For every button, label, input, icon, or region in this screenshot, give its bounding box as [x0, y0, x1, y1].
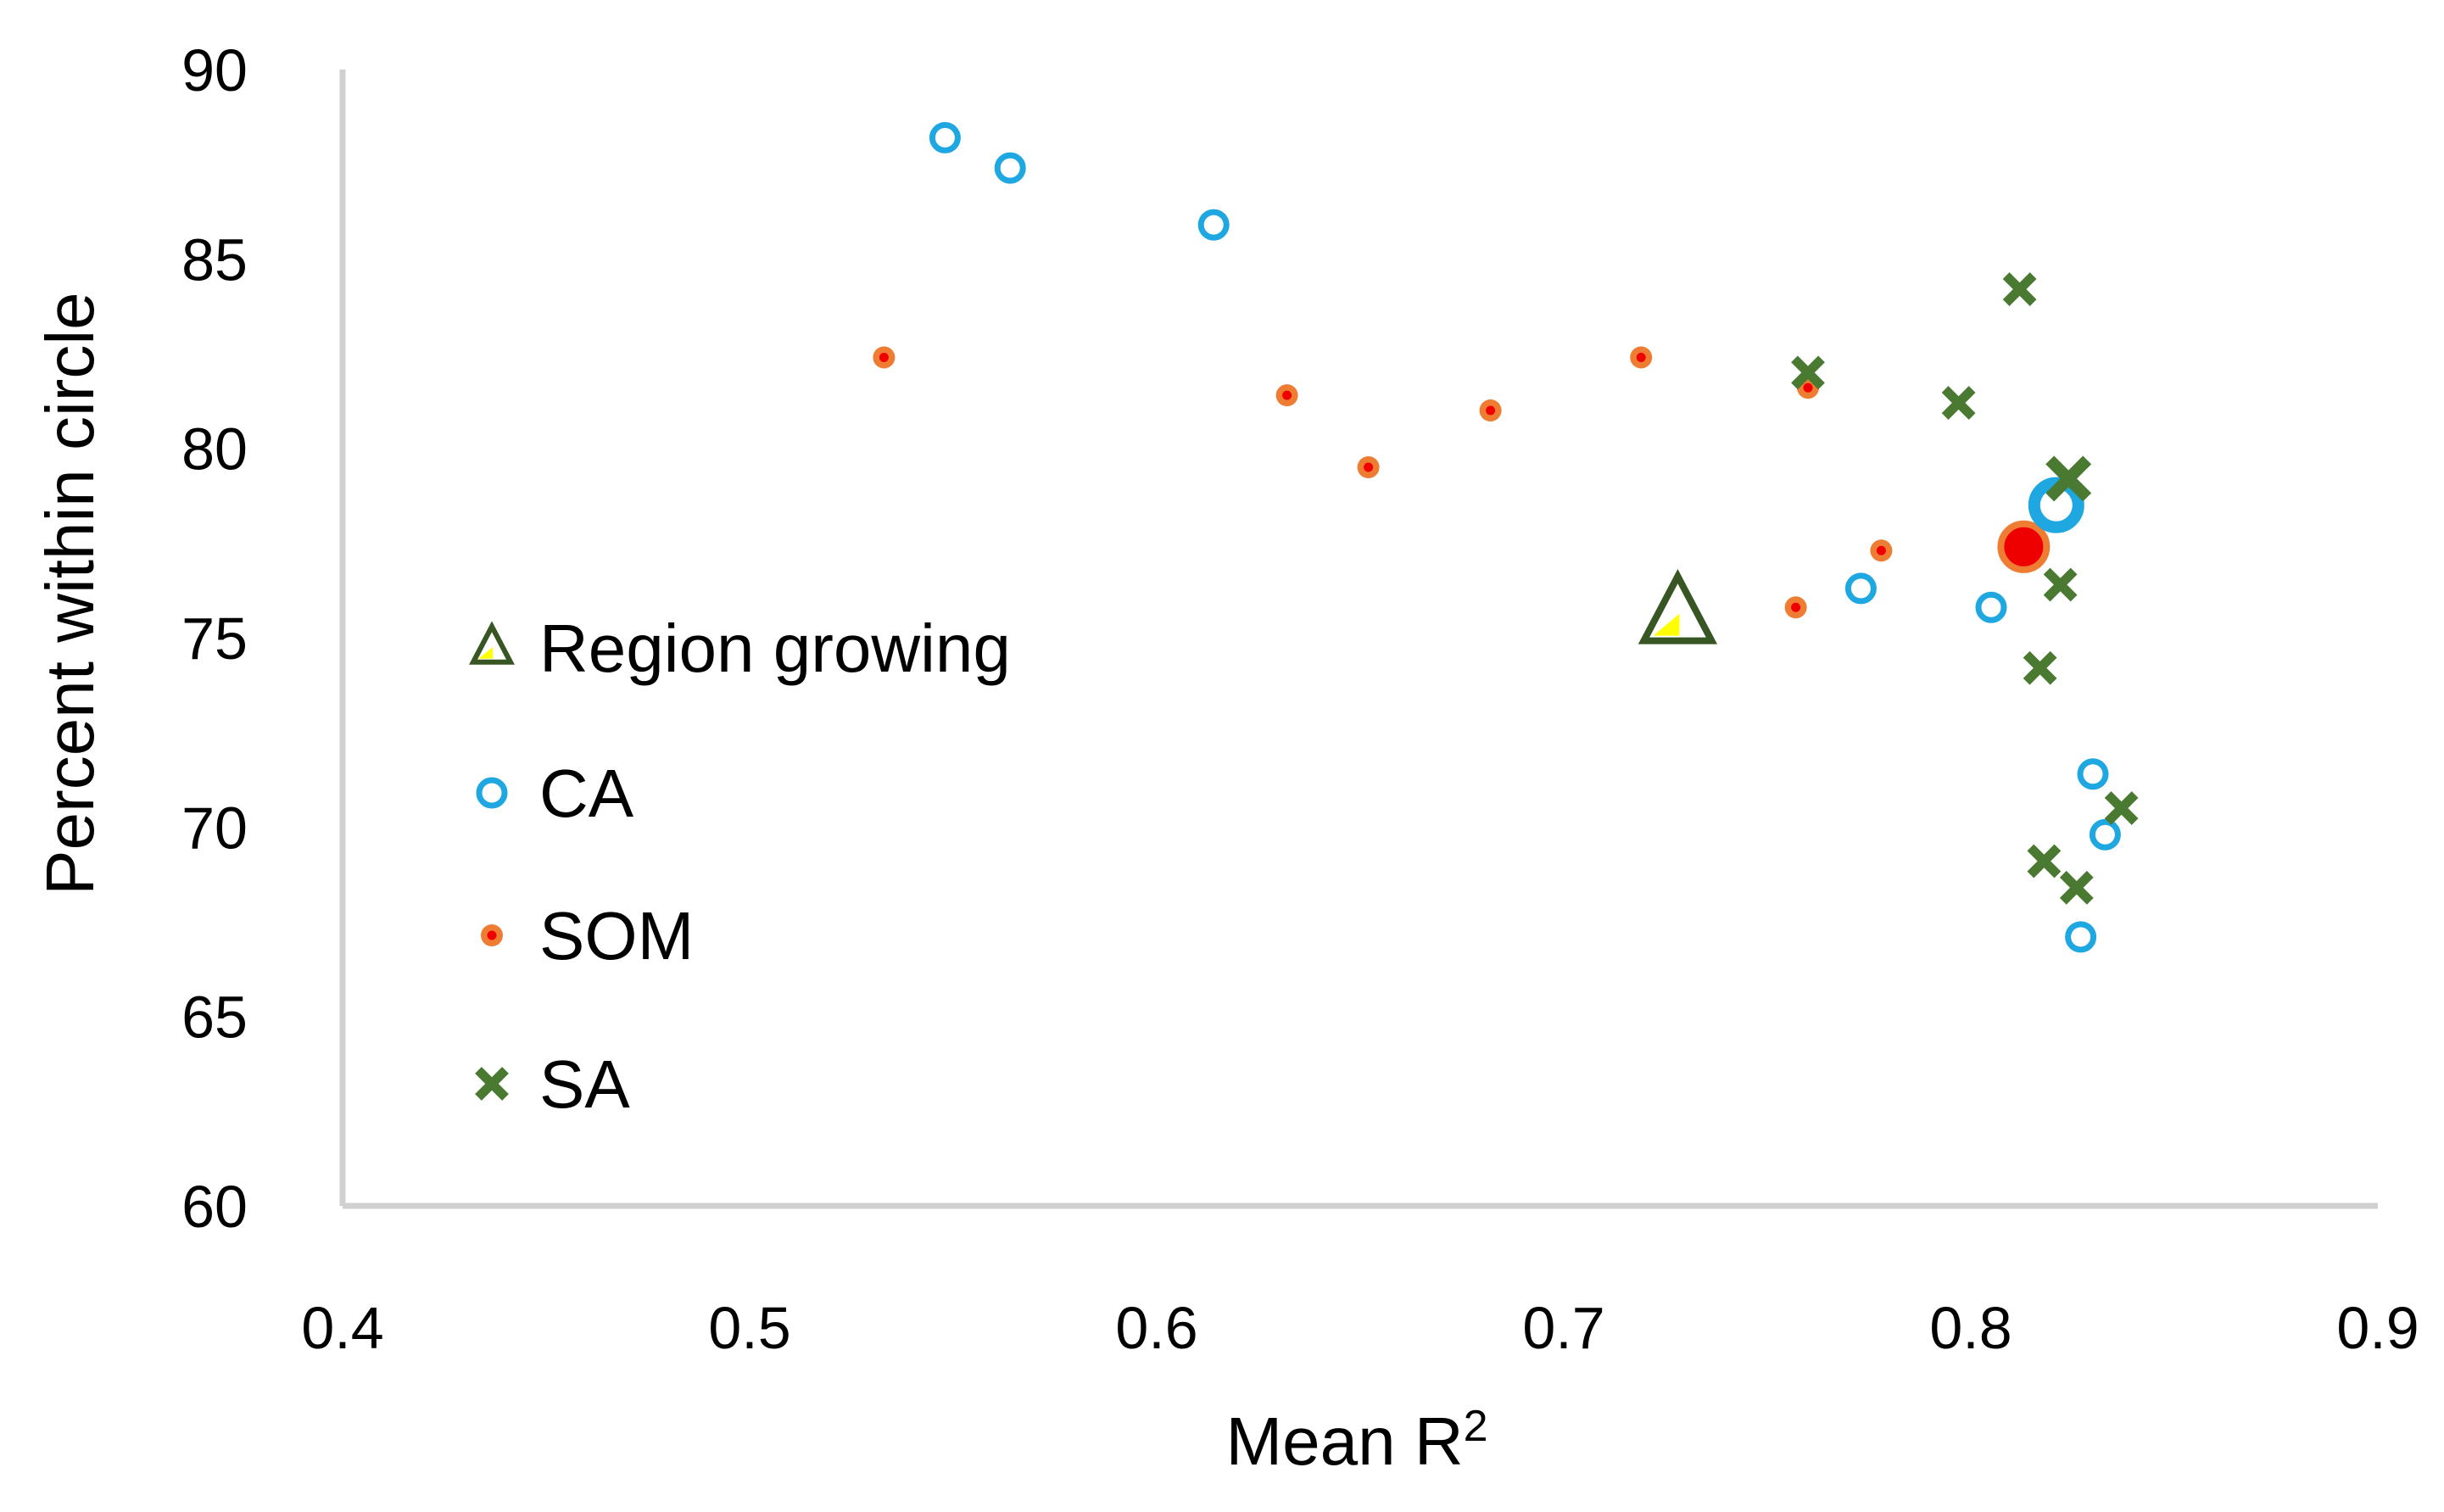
y-axis-title: Percent within circle — [32, 292, 108, 895]
legend-marker-region-growing — [469, 621, 515, 665]
som-marker-core — [1486, 405, 1496, 416]
sa-marker-stroke — [2045, 455, 2092, 502]
sa-marker-stroke — [475, 1067, 509, 1101]
som-marker-core — [1876, 545, 1886, 555]
sa-marker-stroke — [2104, 791, 2139, 825]
x-tick-label: 0.7 — [1522, 1295, 1604, 1361]
x-tick-label: 0.9 — [2336, 1295, 2419, 1361]
y-tick-labels: 60 65 70 75 80 85 90 — [181, 37, 248, 1240]
x-tick-labels: 0.4 0.5 0.6 0.7 0.8 0.9 — [301, 1295, 2419, 1361]
sa-point — [2002, 272, 2037, 306]
x-axis-title: Mean R2 — [1225, 1402, 1487, 1479]
triangle-outline — [469, 621, 515, 665]
legend-marker-sa — [475, 1067, 509, 1101]
sa-marker-stroke — [1791, 355, 1825, 390]
sa-point — [2043, 567, 2078, 602]
sa-point — [1791, 355, 1825, 390]
legend-label-ca: CA — [539, 756, 634, 831]
triangle-fill — [478, 647, 494, 659]
ca-point — [2065, 921, 2097, 953]
legend: Region growing CA SOM SA — [469, 611, 1011, 1122]
y-tick-label: 70 — [181, 795, 248, 861]
legend-label-region-growing: Region growing — [539, 611, 1011, 686]
axes — [339, 70, 2378, 1209]
som-marker-core — [1636, 352, 1646, 362]
som-point — [1870, 539, 1893, 562]
sa-point — [2045, 455, 2092, 502]
ca-point — [2089, 818, 2121, 851]
y-tick-label: 90 — [181, 37, 248, 103]
x-tick-label: 0.5 — [708, 1295, 790, 1361]
ca-point — [994, 152, 1026, 184]
sa-marker-stroke — [2023, 650, 2057, 685]
som-marker-core — [879, 352, 889, 362]
som-marker-core — [1364, 462, 1374, 472]
ca-point — [929, 121, 961, 153]
sa-point — [2059, 870, 2094, 905]
legend-item-ca: CA — [476, 756, 634, 831]
y-tick-label: 75 — [181, 605, 248, 672]
y-tick-label: 85 — [181, 226, 248, 293]
y-tick-label: 65 — [181, 985, 248, 1051]
triangle-fill — [1653, 613, 1680, 636]
legend-item-region-growing: Region growing — [469, 611, 1011, 686]
som-point — [1630, 346, 1653, 369]
som-marker-core — [1791, 602, 1801, 612]
legend-marker-som — [481, 924, 503, 946]
sa-marker-stroke — [2059, 870, 2094, 905]
som-point — [1357, 456, 1380, 478]
triangle-outline — [1638, 569, 1718, 644]
ca-point — [1975, 591, 2007, 623]
legend-item-som: SOM — [481, 898, 694, 974]
som-point — [1275, 384, 1298, 407]
x-tick-label: 0.6 — [1115, 1295, 1197, 1361]
ca-point — [2077, 758, 2109, 790]
som-marker-core — [1282, 390, 1292, 400]
legend-label-som: SOM — [539, 898, 694, 974]
y-tick-label: 60 — [181, 1174, 248, 1240]
legend-label-sa: SA — [539, 1046, 630, 1122]
legend-item-sa: SA — [475, 1046, 630, 1122]
som-marker-core — [1803, 382, 1813, 393]
sa-marker-stroke — [2043, 567, 2078, 602]
x-tick-label: 0.4 — [301, 1295, 383, 1361]
x-tick-label: 0.8 — [1929, 1295, 2012, 1361]
sa-point — [2027, 844, 2062, 879]
sa-point — [1941, 386, 1976, 420]
data-points — [873, 121, 2139, 953]
y-tick-label: 80 — [181, 416, 248, 483]
sa-point — [2023, 650, 2057, 685]
sa-point — [2104, 791, 2139, 825]
som-point — [1479, 399, 1502, 421]
som-point — [873, 346, 896, 369]
region-growing-point — [1638, 569, 1718, 644]
ca-point — [1197, 209, 1230, 241]
sa-marker-stroke — [2027, 844, 2062, 879]
som-point — [1997, 520, 2051, 573]
som-point — [1784, 596, 1807, 619]
x-axis-title-superscript: 2 — [1464, 1402, 1488, 1451]
sa-marker-stroke — [2002, 272, 2037, 306]
ca-point — [1844, 572, 1877, 605]
sa-marker-stroke — [1941, 386, 1976, 420]
som-marker-core — [487, 930, 497, 940]
legend-marker-ca — [476, 777, 508, 809]
x-axis-title-text: Mean R — [1225, 1403, 1463, 1479]
